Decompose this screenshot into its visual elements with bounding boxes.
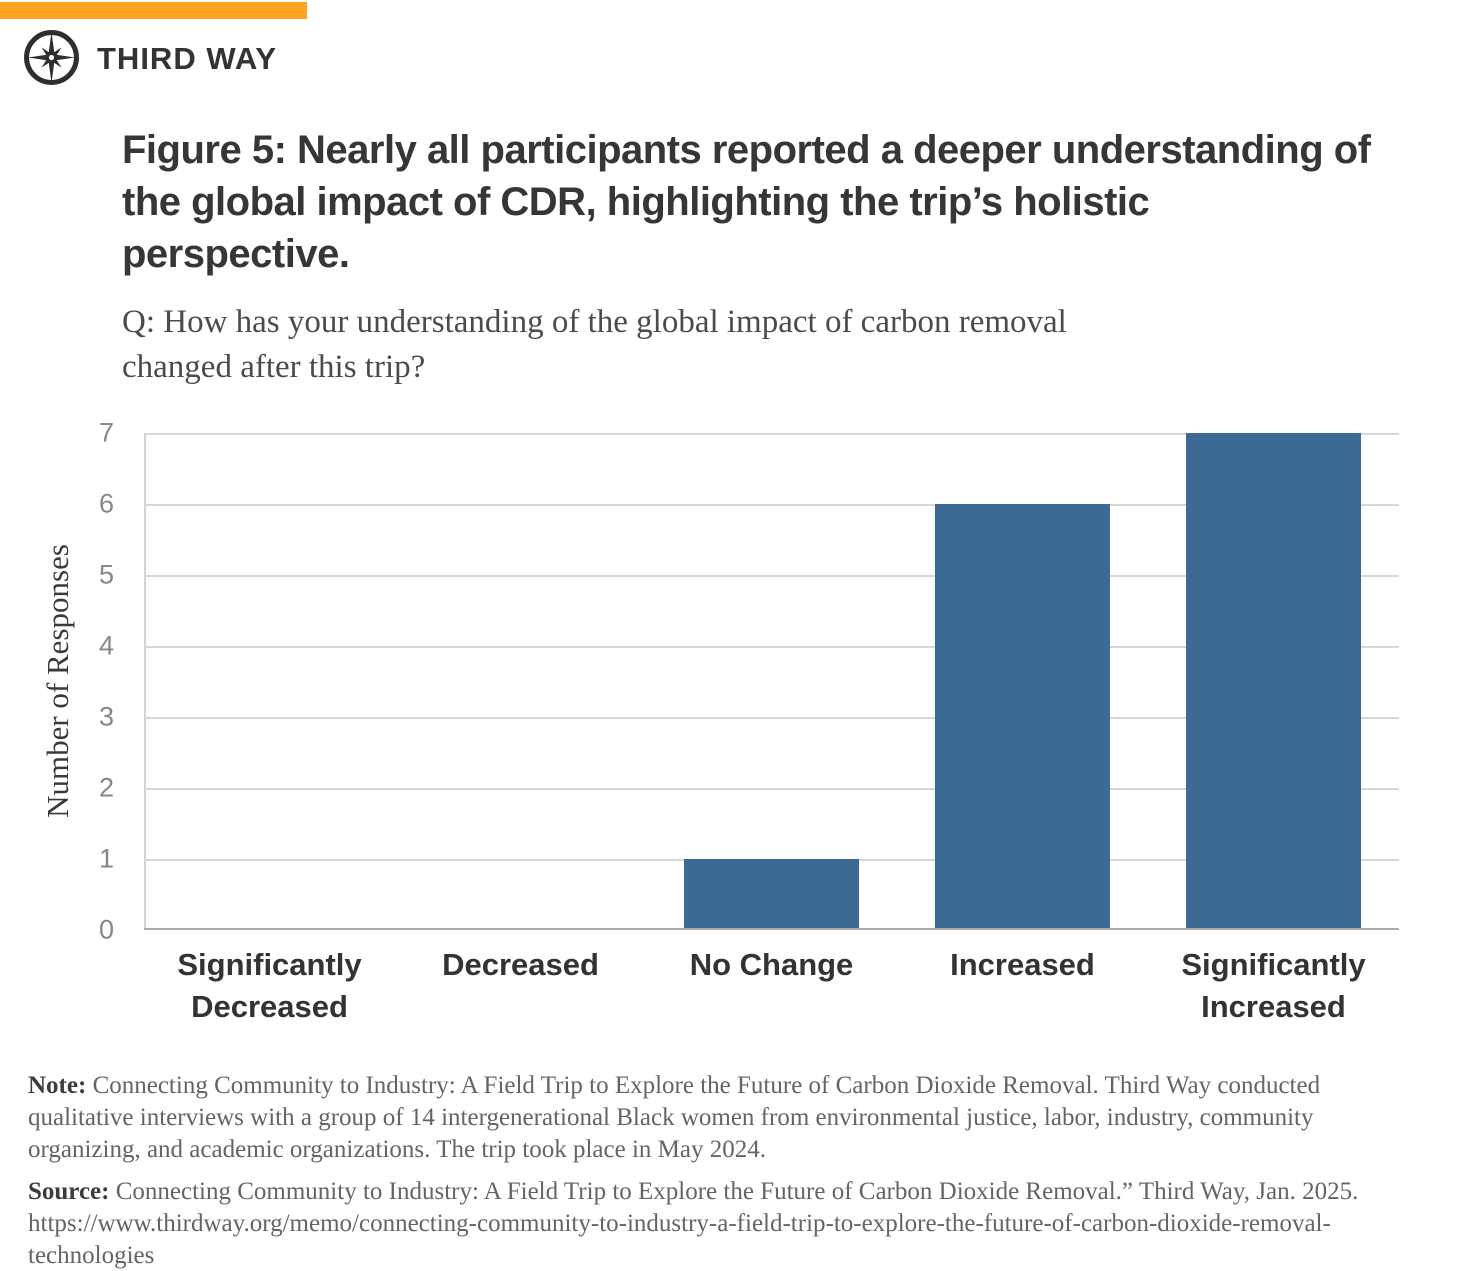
x-axis-label: Increased bbox=[950, 947, 1095, 982]
y-axis-tick: 0 bbox=[98, 914, 114, 945]
bar-slot bbox=[1148, 433, 1399, 930]
y-axis-tick: 7 bbox=[98, 417, 114, 448]
x-axis-label: Significantly Decreased bbox=[177, 947, 362, 1024]
gridline bbox=[144, 433, 1399, 435]
gridline bbox=[144, 717, 1399, 719]
bar-increased bbox=[934, 504, 1111, 930]
note-body: Connecting Community to Industry: A Fiel… bbox=[28, 1072, 1321, 1163]
bar-slot bbox=[144, 433, 395, 930]
bar-slot bbox=[646, 433, 897, 930]
compass-icon bbox=[24, 30, 79, 85]
brand-logo: THIRD WAY bbox=[23, 29, 383, 87]
bar-slot bbox=[395, 433, 646, 930]
gridline bbox=[144, 788, 1399, 791]
note-text: Note: Connecting Community to Industry: … bbox=[28, 1070, 1413, 1166]
gridline bbox=[144, 575, 1399, 577]
gridline bbox=[144, 646, 1399, 649]
y-axis-tick: 1 bbox=[98, 843, 114, 874]
plot-area bbox=[144, 433, 1399, 930]
y-axis-ticks: 0 1 2 3 4 5 6 7 bbox=[0, 419, 128, 943]
gridline bbox=[144, 504, 1399, 506]
figure-question: Q: How has your understanding of the glo… bbox=[122, 304, 1067, 385]
note-label: Note: bbox=[28, 1072, 87, 1099]
x-axis-labels: Significantly Decreased Decreased No Chang… bbox=[144, 944, 1399, 1028]
x-axis-label: Significantly Increased bbox=[1181, 947, 1366, 1024]
source-text: Source: Connecting Community to Industry… bbox=[28, 1176, 1413, 1271]
brand-accent-bar bbox=[0, 2, 307, 19]
bar-slot bbox=[897, 433, 1148, 930]
x-axis-line bbox=[144, 928, 1399, 930]
y-axis-tick: 4 bbox=[98, 630, 114, 661]
x-axis-label: No Change bbox=[689, 947, 854, 982]
source-label: Source: bbox=[28, 1178, 110, 1205]
figure-title: Figure 5: Nearly all participants report… bbox=[122, 128, 1371, 276]
y-axis-line bbox=[144, 433, 146, 930]
y-axis-tick: 5 bbox=[98, 559, 114, 590]
bar-no-change bbox=[683, 859, 860, 930]
bar-significantly-increased bbox=[1185, 433, 1362, 930]
source-body: Connecting Community to Industry: A Fiel… bbox=[28, 1178, 1359, 1269]
y-axis-tick: 3 bbox=[98, 701, 114, 732]
x-axis-label: Decreased bbox=[442, 947, 599, 982]
brand-name: THIRD WAY bbox=[97, 41, 278, 76]
y-axis-tick: 6 bbox=[98, 488, 114, 519]
y-axis-tick: 2 bbox=[98, 772, 114, 803]
